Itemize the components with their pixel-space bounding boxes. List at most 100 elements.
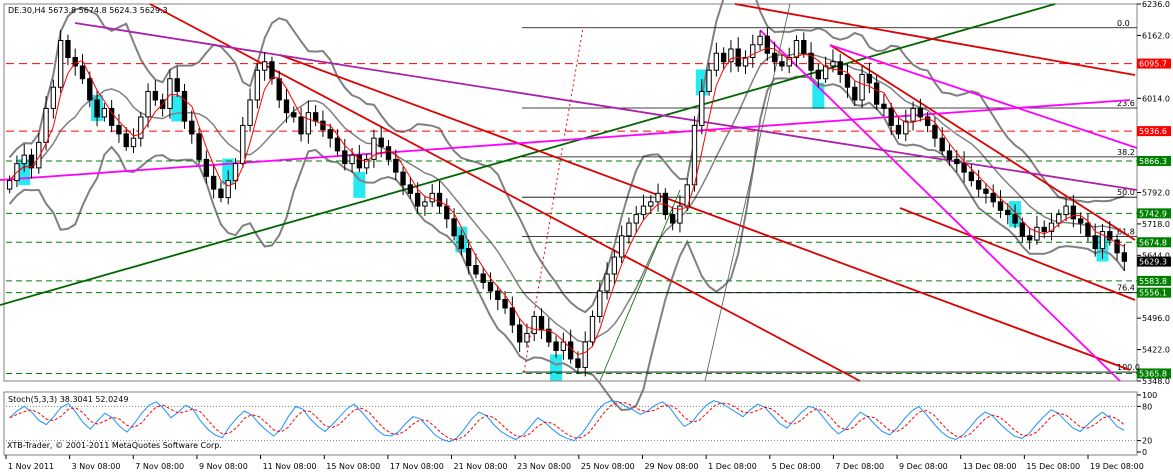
candle-body [1070, 205, 1077, 220]
time-tick-label: 5 Dec 08:00 [772, 462, 821, 471]
candle-body [130, 137, 137, 148]
fib-label: 0.0 [1117, 19, 1130, 28]
candle-body [633, 214, 639, 224]
candle-body [203, 158, 210, 177]
candle-body [757, 35, 763, 46]
time-tick-label: 29 Nov 08:00 [644, 462, 698, 471]
candle-body [706, 69, 712, 92]
candle-body [531, 315, 537, 334]
stoch-pane-frame [3, 391, 1138, 456]
candle-body [677, 205, 683, 224]
candle-body [79, 65, 86, 80]
candle-body [713, 52, 720, 71]
candle-body [232, 163, 239, 182]
time-tick-label: 9 Nov 08:00 [199, 462, 248, 471]
candle-body [801, 40, 807, 54]
candle-body [611, 256, 618, 275]
price-tag-bg [1137, 208, 1171, 219]
price-tag-bg [1137, 368, 1171, 379]
time-tick-label: 15 Nov 08:00 [326, 462, 380, 471]
candle-body [181, 90, 188, 122]
candle-body [487, 282, 494, 292]
candle-body [618, 235, 625, 258]
candle-body [6, 180, 13, 190]
price-tag-label: 5365.8 [1139, 369, 1167, 378]
price-tag-label: 5866.3 [1139, 157, 1167, 166]
time-tick-label: 19 Dec 08:00 [1090, 462, 1144, 471]
candle-body [1056, 214, 1062, 224]
candle-body [334, 137, 341, 152]
trend-line [0, 99, 1131, 181]
price-tag-label: 5936.6 [1139, 127, 1167, 136]
price-tick-label: 5644.0 [1142, 251, 1170, 260]
trend-line [759, 29, 1121, 382]
candle-body [349, 154, 355, 165]
candle-body [589, 315, 596, 343]
candle-body [1107, 231, 1113, 241]
candle-body [939, 137, 945, 152]
highlight-box [171, 95, 184, 122]
candle-body [94, 99, 100, 118]
candle-body [830, 61, 836, 67]
bollinger-middle [9, 52, 1125, 344]
candle-body [655, 192, 661, 203]
candle-body [1005, 209, 1011, 216]
candle-body [1041, 226, 1047, 233]
candlestick-series [6, 27, 1128, 377]
candle-body [793, 40, 800, 58]
price-tag-bg [1137, 287, 1171, 298]
bollinger-lower [8, 75, 1126, 412]
candle-body [254, 69, 261, 101]
stoch-label: Stoch(5,3,3) 38.3041 52.0249 [8, 395, 128, 404]
candle-body [881, 103, 887, 109]
candle-body [473, 265, 479, 275]
candle-body [742, 56, 749, 67]
candle-body [669, 214, 676, 224]
candle-body [458, 235, 465, 250]
time-tick-label: 7 Dec 08:00 [835, 462, 884, 471]
candle-body [50, 86, 57, 109]
candle-body [597, 290, 603, 317]
candle-body [108, 107, 115, 126]
candle-body [648, 201, 654, 207]
price-tick-label: 5348.0 [1142, 377, 1170, 386]
candle-body [196, 133, 202, 160]
candle-body [1012, 214, 1018, 224]
candle-body [567, 341, 574, 360]
trend-line [599, 189, 681, 382]
candle-body [174, 78, 180, 92]
trend-line [899, 207, 1136, 301]
candle-body [356, 154, 363, 169]
candle-body [28, 154, 35, 169]
candle-body [509, 307, 516, 326]
candle-body [779, 61, 785, 67]
time-tick-label: 9 Dec 08:00 [899, 462, 948, 471]
candle-body [961, 163, 967, 173]
candle-body [123, 133, 129, 148]
stoch-signal-line [9, 401, 1125, 441]
candle-body [1048, 222, 1055, 233]
candle-body [822, 65, 829, 80]
candle-body [240, 124, 246, 165]
candle-body [895, 124, 902, 135]
candle-body [990, 192, 996, 203]
candle-body [786, 56, 792, 67]
price-tick-label: 5792.0 [1142, 189, 1170, 198]
candle-body [968, 171, 975, 182]
candle-body [837, 61, 843, 75]
candle-body [342, 150, 348, 165]
candle-body [407, 184, 414, 194]
time-tick-label: 11 Nov 08:00 [263, 462, 317, 471]
candle-body [815, 69, 822, 80]
trend-lines [0, 3, 1138, 382]
price-tag-label: 5742.9 [1139, 209, 1167, 218]
candle-body [538, 315, 545, 330]
candle-body [371, 137, 377, 160]
candle-body [87, 78, 93, 101]
candle-body [764, 35, 771, 54]
stoch-tick-label: 0 [1142, 448, 1147, 457]
time-tick-label: 15 Dec 08:00 [1026, 462, 1080, 471]
candle-body [640, 205, 647, 216]
candle-body [65, 40, 71, 58]
